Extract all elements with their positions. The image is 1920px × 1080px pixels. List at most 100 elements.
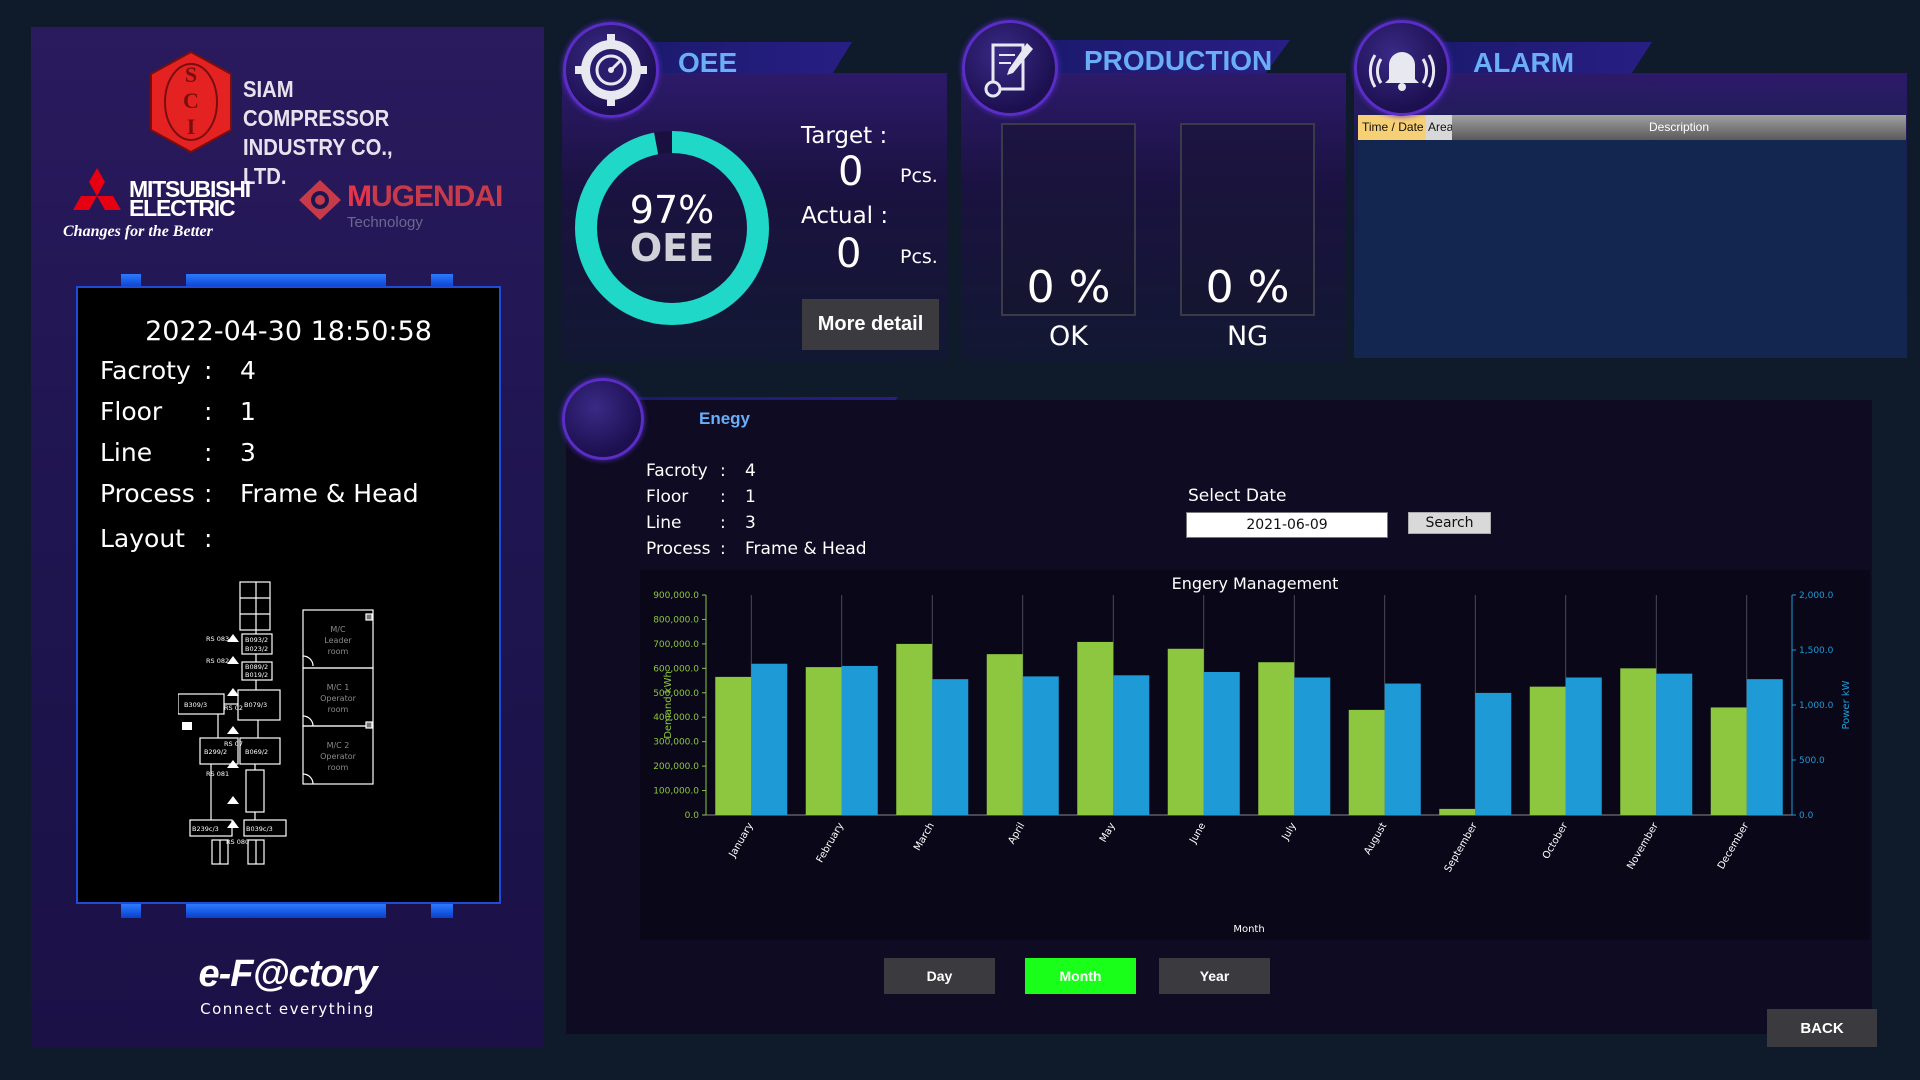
chart-y2label: Power kW [1841, 680, 1852, 729]
bell-icon [1368, 52, 1436, 91]
chart-left-tick-label: 600,000.0 [653, 664, 699, 674]
alarm-col-time[interactable]: Time / Date [1358, 115, 1426, 140]
company-name: SIAM COMPRESSOR INDUSTRY CO., LTD. [243, 75, 424, 191]
oee-title: OEE [678, 47, 738, 78]
chart-xlabel: Month [1233, 924, 1264, 935]
chart-right-tick-label: 0.0 [1799, 811, 1814, 821]
frame-tab [121, 904, 141, 918]
energy-key: Facroty [646, 461, 708, 481]
chart-left-tick-label: 200,000.0 [653, 762, 699, 772]
sci-hexagon-icon: S C I [150, 50, 232, 154]
room-label: room [328, 647, 349, 656]
alarm-table[interactable]: Time / Date Area Description [1358, 115, 1906, 355]
chart-bar-power [1746, 679, 1783, 815]
mitsubishi-tagline: Changes for the Better [63, 223, 213, 240]
mitsubishi-name: MITSUBISHI ELECTRIC [129, 176, 251, 220]
chart-left-tick-label: 800,000.0 [653, 615, 699, 625]
info-colon: : [204, 438, 213, 467]
chart-x-tick-label: March [912, 821, 937, 853]
efactory-name: e-F@ctory [198, 953, 378, 995]
chart-bar-demand [1439, 808, 1476, 815]
energy-chart: Engery Management 0.0 100,000.0 200,000.0 3… [640, 570, 1870, 940]
actual-label: Actual : [801, 203, 889, 229]
date-input[interactable] [1186, 512, 1388, 538]
energy-card: Facroty : 4 Floor : 1 Line : 3 Process :… [566, 400, 1872, 1034]
info-value: 3 [240, 438, 256, 467]
year-button[interactable]: Year [1159, 958, 1270, 994]
production-card: 0 % 0 % OK NG [961, 73, 1346, 361]
oee-ring-gauge [575, 131, 769, 325]
chart-x-tick-label: November [1625, 820, 1661, 871]
mugendai-gear-icon [299, 180, 341, 220]
chart-bar-demand [986, 654, 1023, 815]
actual-unit: Pcs. [900, 246, 938, 268]
company-name-line2: INDUSTRY CO., LTD. [243, 134, 393, 189]
energy-colon: : [720, 539, 726, 559]
chart-ylabel: Demand kWh [663, 671, 674, 739]
info-colon: : [204, 356, 213, 385]
chart-right-tick-label: 1,500.0 [1799, 646, 1834, 656]
back-button[interactable]: BACK [1767, 1009, 1877, 1047]
energy-title: Enegy [699, 409, 751, 428]
room-label: Operator [320, 694, 357, 703]
energy-value: 3 [745, 513, 756, 533]
alarm-col-description[interactable]: Description [1452, 115, 1906, 140]
energy-key: Process [646, 539, 711, 559]
layout-label: B023/2 [245, 645, 268, 653]
energy-value: Frame & Head [745, 539, 867, 559]
svg-text:C: C [183, 88, 199, 113]
day-button[interactable]: Day [884, 958, 995, 994]
month-button[interactable]: Month [1025, 958, 1136, 994]
efactory-logo: e-F@ctory Connect everything [31, 953, 544, 1018]
chart-x-tick-label: September [1443, 820, 1481, 874]
ng-box [1180, 123, 1315, 316]
info-value: 4 [240, 356, 256, 385]
room-label: M/C 2 [327, 741, 350, 750]
mitsubishi-diamonds-icon [73, 168, 121, 210]
more-detail-button[interactable]: More detail [802, 299, 939, 350]
chart-left-tick-label: 400,000.0 [653, 713, 699, 723]
chart-bar-demand [1529, 686, 1566, 815]
chart-x-tick-label: December [1716, 820, 1752, 871]
chart-x-tick-label: January [727, 821, 756, 860]
production-badge [962, 20, 1058, 116]
chart-x-tick-label: July [1280, 821, 1299, 843]
target-value: 0 [838, 149, 864, 195]
info-key: Floor [100, 397, 163, 426]
chart-x-tick-label: February [815, 821, 847, 865]
energy-colon: : [720, 487, 726, 507]
frame-tab [431, 904, 453, 918]
chart-left-tick-label: 900,000.0 [653, 591, 699, 601]
chart-bar-power [751, 663, 788, 815]
efactory-tagline: Connect everything [200, 1000, 375, 1018]
energy-key: Line [646, 513, 682, 533]
chart-bar-demand [1710, 707, 1747, 815]
layout-diagram[interactable]: RS 083 RS 082 RS 02 RS 07 RS 081 RS 080 … [178, 576, 418, 886]
chart-bar-power [1203, 672, 1240, 815]
info-value: Frame & Head [240, 479, 419, 508]
select-date-label: Select Date [1188, 486, 1287, 506]
search-button[interactable]: Search [1408, 512, 1491, 534]
clipboard-pen-icon [984, 43, 1033, 98]
svg-text:S: S [185, 62, 197, 87]
layout-label: B239c/3 [192, 825, 219, 833]
chart-left-tick-label: 700,000.0 [653, 640, 699, 650]
room-label: M/C [330, 625, 346, 634]
sci-logo: S C I SIAM COMPRESSOR INDUSTRY CO., LTD. [149, 50, 449, 189]
chart-left-tick-label: 100,000.0 [653, 787, 699, 797]
production-title: PRODUCTION [1084, 45, 1273, 76]
mitsubishi-line1: MITSUBISHI [129, 176, 251, 202]
chart-bar-power [1656, 673, 1693, 815]
chart-svg: 0.0 100,000.0 200,000.0 300,000.0 400,000.0 5… [653, 591, 1852, 935]
alarm-col-area[interactable]: Area [1426, 115, 1453, 140]
energy-colon: : [720, 513, 726, 533]
layout-label: RS 083 [206, 635, 229, 643]
layout-label: B069/2 [245, 748, 268, 756]
chart-bar-power [1113, 675, 1150, 815]
mugendai-m: M [347, 180, 372, 213]
layout-label: B019/2 [245, 671, 268, 679]
layout-label: B299/2 [204, 748, 227, 756]
chart-title: Engery Management [1171, 574, 1339, 593]
chart-x-tick-label: October [1541, 820, 1571, 861]
chart-bar-demand [1620, 668, 1657, 815]
